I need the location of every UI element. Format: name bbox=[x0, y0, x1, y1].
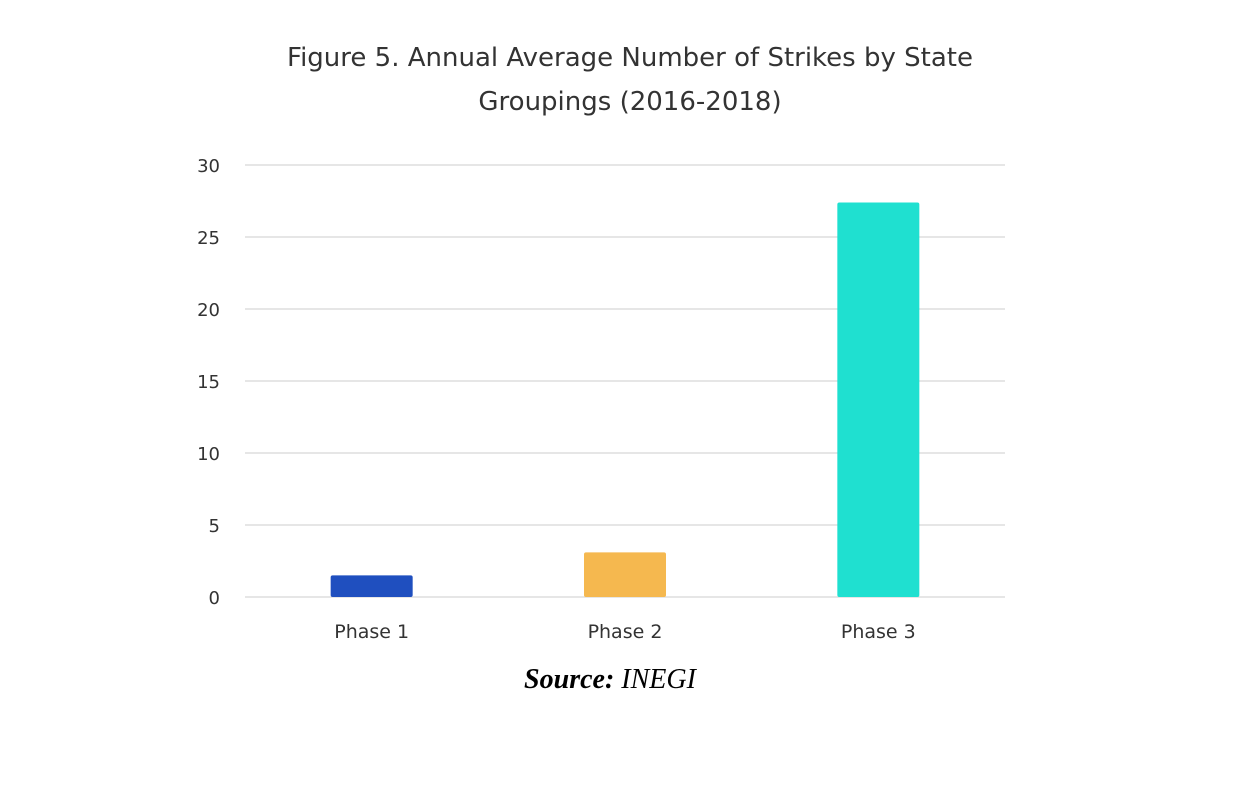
bars bbox=[330, 202, 920, 597]
y-axis-tick-labels: 0 5 10 15 20 25 30 bbox=[197, 156, 220, 609]
source-note: Source: INEGI bbox=[0, 664, 1220, 696]
y-tick-label: 20 bbox=[197, 300, 220, 321]
x-tick-label: Phase 2 bbox=[588, 621, 663, 643]
y-tick-label: 15 bbox=[197, 372, 220, 393]
x-axis-tick-labels: Phase 1 Phase 2 Phase 3 bbox=[334, 621, 916, 643]
chart-title: Figure 5. Annual Average Number of Strik… bbox=[200, 36, 1060, 124]
source-value: INEGI bbox=[621, 664, 696, 695]
bar-phase-3 bbox=[837, 202, 920, 597]
chart-title-line-1: Figure 5. Annual Average Number of Strik… bbox=[287, 43, 973, 73]
x-tick-label: Phase 1 bbox=[334, 621, 409, 643]
y-tick-label: 5 bbox=[209, 516, 220, 537]
y-tick-label: 30 bbox=[197, 156, 220, 177]
y-tick-label: 10 bbox=[197, 444, 220, 465]
x-tick-label: Phase 3 bbox=[841, 621, 916, 643]
source-label: Source: bbox=[524, 664, 615, 695]
y-tick-label: 0 bbox=[209, 588, 220, 609]
y-tick-label: 25 bbox=[197, 228, 220, 249]
chart-title-line-2: Groupings (2016-2018) bbox=[478, 87, 782, 117]
bar-phase-1 bbox=[330, 575, 413, 597]
bar-phase-2 bbox=[584, 552, 666, 597]
